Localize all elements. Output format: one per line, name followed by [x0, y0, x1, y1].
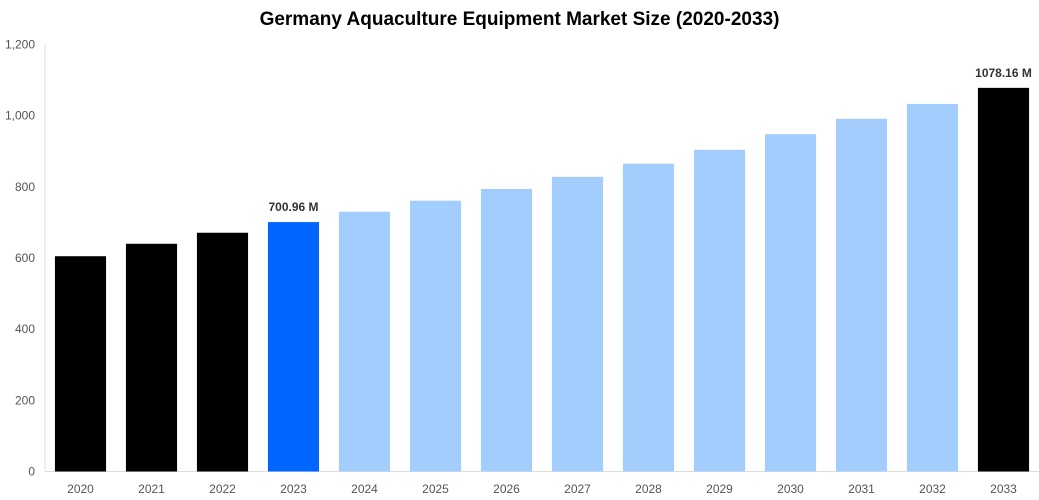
- y-tick-label: 0: [28, 465, 35, 479]
- x-tick-label: 2030: [777, 482, 804, 496]
- y-tick-label: 200: [15, 393, 35, 407]
- bar-2020: [54, 256, 107, 472]
- y-tick-label: 400: [15, 322, 35, 336]
- bar-2024: [338, 211, 391, 472]
- bar-2029: [693, 149, 746, 472]
- x-tick-label: 2033: [990, 482, 1017, 496]
- x-tick-label: 2027: [564, 482, 591, 496]
- x-tick-label: 2032: [919, 482, 946, 496]
- y-tick-label: 800: [15, 180, 35, 194]
- x-tick-label: 2020: [67, 482, 94, 496]
- bar-2021: [125, 243, 178, 472]
- x-tick-label: 2031: [848, 482, 875, 496]
- y-tick-label: 600: [15, 251, 35, 265]
- x-tick-label: 2026: [493, 482, 520, 496]
- bar-2033: [977, 87, 1030, 472]
- y-tick-label: 1,200: [5, 38, 35, 52]
- y-tick-label: 1,000: [5, 109, 35, 123]
- x-tick-label: 2025: [422, 482, 449, 496]
- bar-2032: [906, 103, 959, 472]
- x-tick-label: 2021: [138, 482, 165, 496]
- data-label-2033: 1078.16 M: [975, 66, 1032, 80]
- x-tick-label: 2023: [280, 482, 307, 496]
- bar-2026: [480, 188, 533, 472]
- data-label-2023: 700.96 M: [268, 200, 318, 214]
- bar-2028: [622, 163, 675, 472]
- bar-2025: [409, 200, 462, 472]
- bar-2031: [835, 118, 888, 472]
- bar-2030: [764, 134, 817, 472]
- chart-title: Germany Aquaculture Equipment Market Siz…: [259, 9, 780, 30]
- x-tick-label: 2028: [635, 482, 662, 496]
- bar-2022: [196, 232, 249, 472]
- x-tick-label: 2024: [351, 482, 378, 496]
- x-tick-label: 2022: [209, 482, 236, 496]
- bar-2023: [267, 222, 320, 472]
- x-tick-label: 2029: [706, 482, 733, 496]
- bar-2027: [551, 176, 604, 472]
